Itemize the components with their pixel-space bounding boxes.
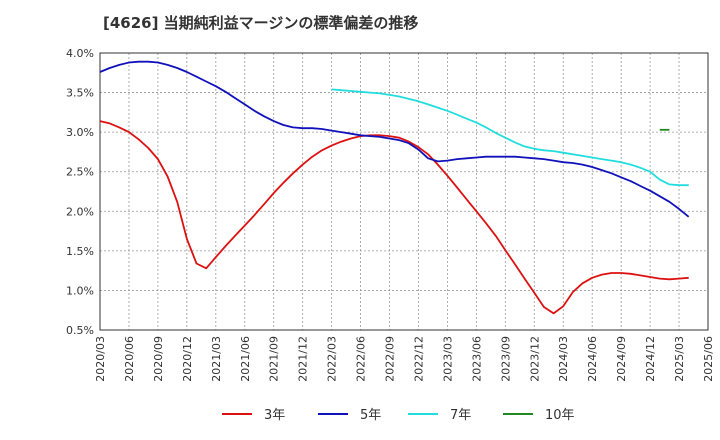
series-line-2 [99,60,690,218]
y-tick-label: 1.0% [66,284,94,297]
y-tick-label: 4.0% [66,47,94,60]
x-tick-label: 2021/06 [239,336,252,382]
x-tick-label: 2021/09 [268,336,281,382]
x-tick-label: 2022/06 [355,336,368,382]
x-tick-label: 2025/03 [673,336,686,382]
series-line-3 [331,88,689,187]
legend-label-2: 5年 [360,408,381,423]
legend-layer: 3年 5年 7年 10年 [222,408,575,423]
x-tick-label: 2023/06 [470,336,483,382]
x-tick-label: 2021/03 [210,336,223,382]
x-tick-label: 2024/03 [557,336,570,382]
y-tick-label: 0.5% [66,324,94,337]
x-tick-label: 2024/12 [644,336,657,382]
plot-frame [99,52,709,331]
series-layer [99,60,690,315]
y-tick-label: 1.5% [66,245,94,258]
x-tick-label: 2023/12 [528,336,541,382]
x-tick-label: 2024/06 [586,336,599,382]
x-tick-label: 2024/09 [615,336,628,382]
chart-title: [4626] 当期純利益マージンの標準偏差の推移 [103,14,419,32]
y-tick-label: 3.5% [66,87,94,100]
y-tick-label: 3.0% [66,126,94,139]
x-tick-label: 2022/09 [384,336,397,382]
x-tick-label: 2023/03 [441,336,454,382]
x-tick-label: 2020/06 [123,336,136,382]
x-tick-label: 2023/09 [499,336,512,382]
axis-layer: 0.5% 1.0% 1.5% 2.0% 2.5% 3.0% 3.5% 4.0% 2020/03 2… [66,47,715,382]
x-tick-label: 2020/03 [94,336,107,382]
legend-label-4: 10年 [545,408,575,423]
x-tick-label: 2022/03 [326,336,339,382]
x-tick-label: 2022/12 [412,336,425,382]
y-tick-label: 2.0% [66,205,94,218]
legend-label-3: 7年 [450,408,471,423]
x-tick-label: 2020/12 [181,336,194,382]
x-tick-label: 2021/12 [297,336,310,382]
y-tick-label: 2.5% [66,166,94,179]
grid-layer [100,53,708,330]
x-tick-label: 2020/09 [152,336,165,382]
legend-label-1: 3年 [264,408,285,423]
x-tick-label: 2025/06 [702,336,715,382]
series-line-1 [99,120,689,315]
